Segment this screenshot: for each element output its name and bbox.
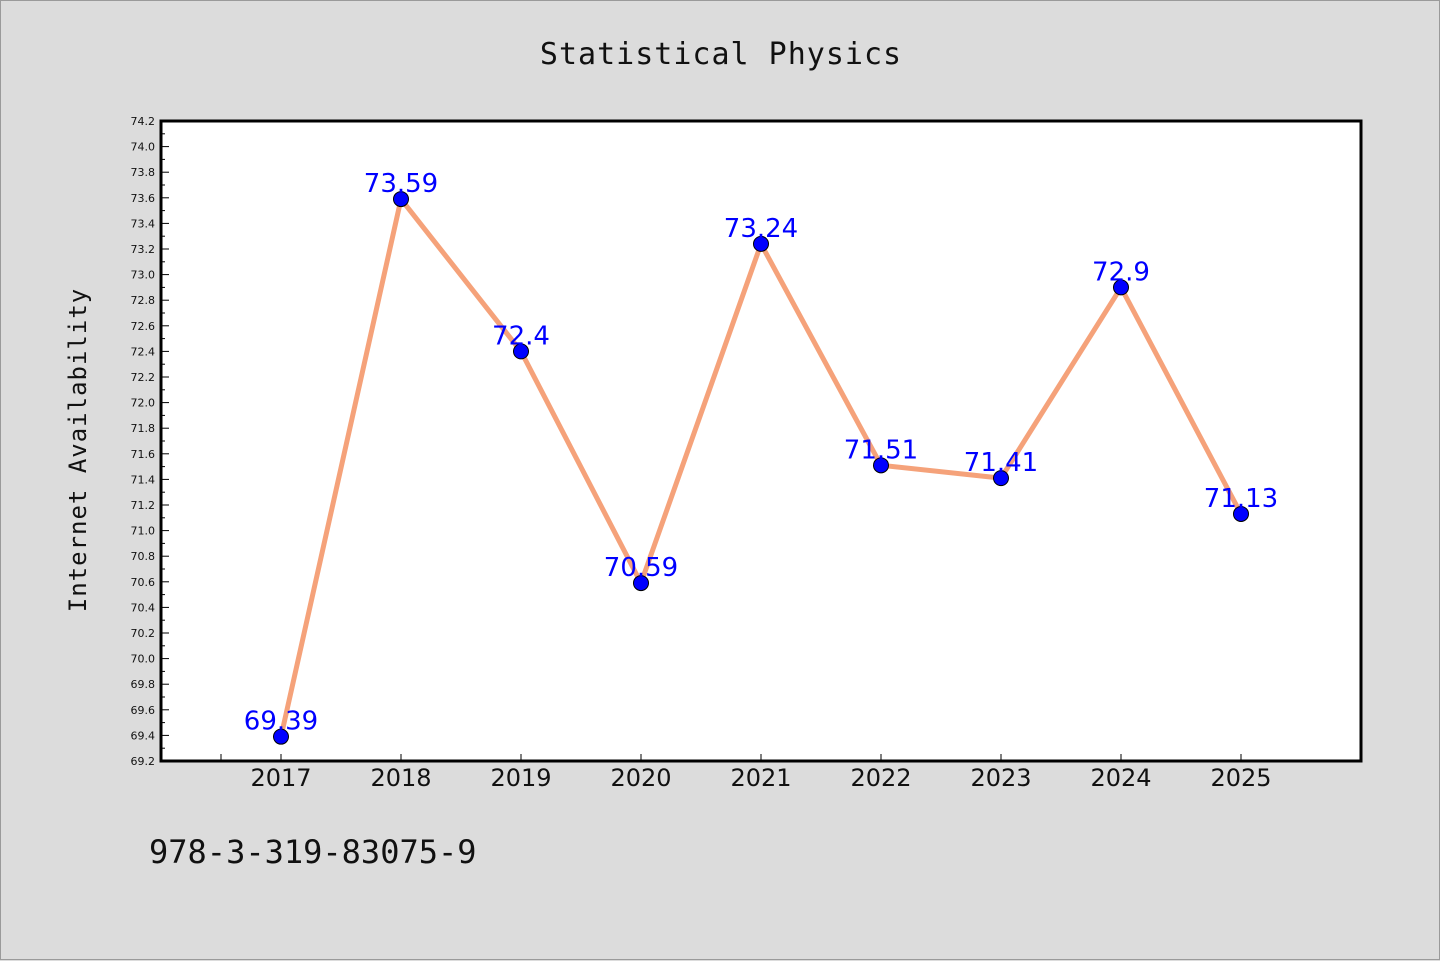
- x-tick-label: 2023: [970, 764, 1031, 792]
- data-point: [393, 191, 409, 208]
- x-tick-label: 2024: [1090, 764, 1151, 792]
- y-tick-label: 73.4: [131, 217, 156, 230]
- data-label: 73.59: [364, 169, 438, 199]
- y-tick-label: 72.0: [131, 397, 156, 410]
- x-tick-label: 2021: [730, 764, 791, 792]
- data-point: [753, 235, 769, 252]
- y-tick-label: 70.2: [131, 627, 156, 640]
- data-label: 71.13: [1204, 484, 1278, 514]
- data-label: 73.24: [724, 214, 798, 244]
- y-tick-label: 74.0: [131, 141, 156, 154]
- x-tick-label: 2017: [250, 764, 311, 792]
- y-tick-label: 72.6: [131, 320, 156, 333]
- y-tick-label: 72.2: [131, 371, 156, 384]
- x-tick-label: 2018: [370, 764, 431, 792]
- footer-code: 978-3-319-83075-9: [149, 833, 477, 871]
- data-point: [1233, 505, 1249, 522]
- data-label: 72.4: [492, 321, 550, 351]
- y-tick-label: 73.0: [131, 269, 156, 282]
- y-tick-label: 71.0: [131, 525, 156, 538]
- y-tick-label: 69.4: [131, 729, 156, 742]
- y-tick-label: 71.4: [131, 473, 156, 486]
- data-label: 71.51: [844, 435, 918, 465]
- data-point: [1113, 279, 1129, 296]
- data-point: [633, 575, 649, 592]
- y-tick-label: 69.6: [131, 704, 156, 717]
- y-tick-label: 73.8: [131, 166, 156, 179]
- x-tick-label: 2019: [490, 764, 551, 792]
- y-tick-label: 74.2: [131, 115, 156, 128]
- series-layer: 69.39 73.59 72.4 70.59 73.24 71.51 71.41 72.9 71…: [244, 169, 1278, 745]
- x-tick-label: 2022: [850, 764, 911, 792]
- plot-frame: [159, 119, 1363, 763]
- y-axis-label: Internet Availability: [64, 288, 92, 612]
- y-tick-label: 70.6: [131, 576, 156, 589]
- data-label: 70.59: [604, 553, 678, 583]
- data-point: [513, 343, 529, 360]
- y-tick-label: 70.4: [131, 601, 156, 614]
- y-tick-label: 69.2: [131, 755, 156, 768]
- data-point: [273, 728, 289, 745]
- y-tick-label: 73.2: [131, 243, 156, 256]
- plot-area: [161, 121, 1361, 761]
- x-tick-label: 2025: [1210, 764, 1271, 792]
- y-tick-label: 69.8: [131, 678, 156, 691]
- y-tick-label: 72.8: [131, 294, 156, 307]
- data-label: 72.9: [1092, 257, 1150, 287]
- y-tick-label: 73.6: [131, 192, 156, 205]
- y-tick-label: 71.2: [131, 499, 156, 512]
- y-tick-label: 70.8: [131, 550, 156, 563]
- x-axis: 2017 2018 2019 2020 2021 2022 2023 2024 2025: [220, 754, 1272, 792]
- y-tick-label: 71.8: [131, 422, 156, 435]
- y-axis: 69.2 69.4 69.6 69.8 70.0 70.2 70.4 70.6 70.8 71.0…: [131, 115, 169, 768]
- data-point: [873, 457, 889, 474]
- y-tick-label: 71.6: [131, 448, 156, 461]
- y-tick-label: 72.4: [131, 345, 156, 358]
- data-label: 71.41: [964, 448, 1038, 478]
- data-label: 69.39: [244, 707, 318, 737]
- chart-title: Statistical Physics: [540, 37, 902, 72]
- x-tick-label: 2020: [610, 764, 671, 792]
- y-tick-label: 70.0: [131, 653, 156, 666]
- data-point: [993, 470, 1009, 487]
